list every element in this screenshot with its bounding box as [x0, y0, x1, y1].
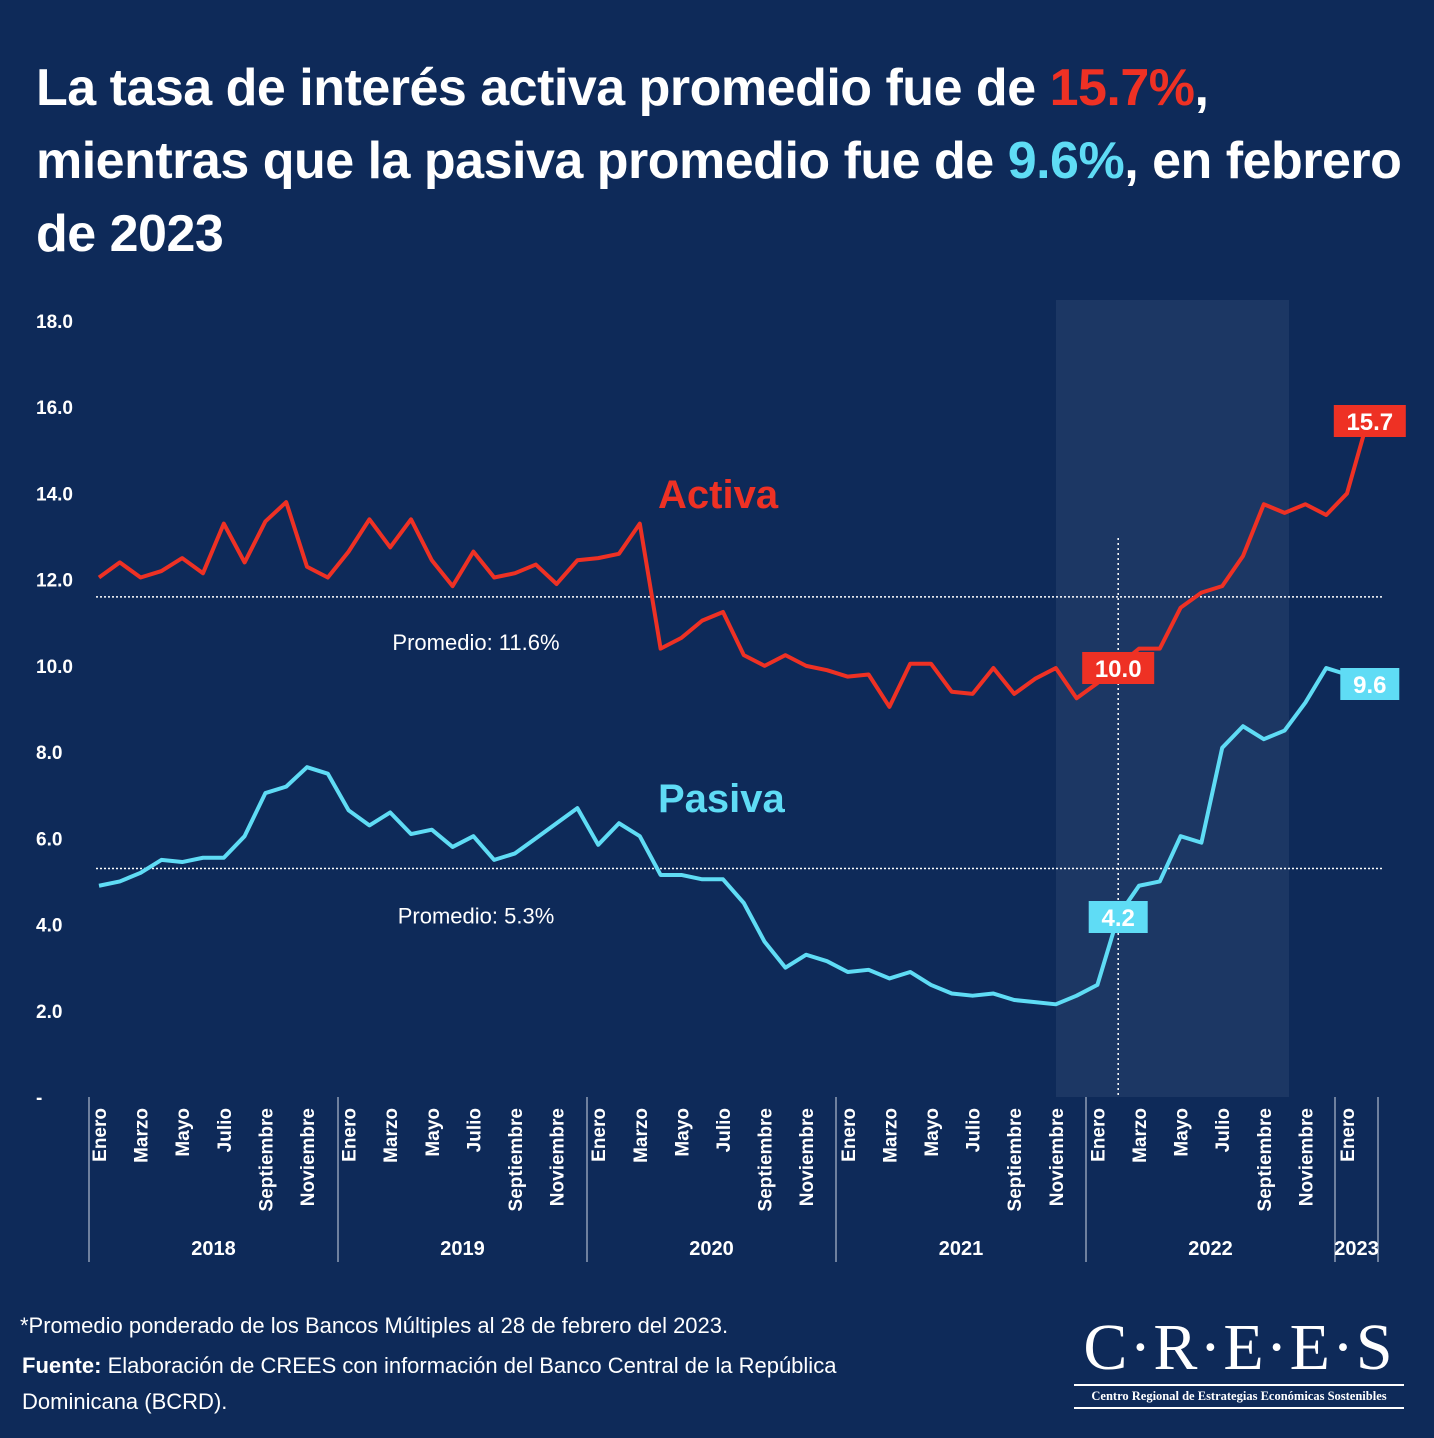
x-tick-label: Julio: [464, 1108, 485, 1152]
series-label: Activa: [658, 473, 779, 517]
x-tick-label: Julio: [714, 1108, 735, 1152]
footnote: *Promedio ponderado de los Bancos Múltip…: [20, 1313, 729, 1338]
y-tick-label: 18.0: [36, 312, 73, 333]
x-tick-label: Julio: [964, 1108, 985, 1152]
x-tick-label: Septiembre: [256, 1108, 277, 1211]
x-tick-label: Septiembre: [506, 1108, 527, 1211]
x-tick-label: Enero: [90, 1108, 111, 1162]
series-line-activa: [97, 419, 1370, 709]
y-tick-label: 4.0: [36, 916, 62, 937]
x-tick-label: Enero: [589, 1108, 610, 1162]
crees-logo: C·R·E·E·S Centro Regional de Estrategias…: [1074, 1312, 1404, 1409]
x-tick-label: Marzo: [1130, 1108, 1151, 1163]
activa-value: 15.7%: [1049, 59, 1195, 117]
x-tick-label: Julio: [1213, 1108, 1234, 1152]
x-tick-label: Enero: [340, 1108, 361, 1162]
x-tick-label: Mayo: [922, 1108, 943, 1157]
y-tick-label: 10.0: [36, 657, 73, 678]
data-label: 4.2: [1102, 905, 1135, 932]
year-label: 2021: [939, 1238, 984, 1260]
data-label: 10.0: [1095, 656, 1142, 683]
y-tick-label: 2.0: [36, 1002, 62, 1023]
x-tick-label: Marzo: [631, 1108, 652, 1163]
x-tick-label: Marzo: [132, 1108, 153, 1163]
average-label: Promedio: 5.3%: [398, 904, 555, 929]
x-tick-label: Noviembre: [548, 1108, 569, 1206]
x-tick-label: Septiembre: [1005, 1108, 1026, 1211]
x-tick-label: Mayo: [173, 1108, 194, 1157]
year-label: 2019: [440, 1238, 485, 1260]
x-tick-label: Noviembre: [797, 1108, 818, 1206]
data-label: 9.6: [1353, 672, 1386, 699]
x-tick-label: Mayo: [672, 1108, 693, 1157]
y-tick-label: 8.0: [36, 743, 62, 764]
pasiva-value: 9.6%: [1007, 132, 1125, 190]
line-chart: - 2.0 4.0 6.0 8.0 10.0 12.0 14.0 16.0 18.0 Enero Ma…: [36, 300, 1406, 1262]
series-line-pasiva: [98, 666, 1369, 1007]
logo-subtitle: Centro Regional de Estrategias Económica…: [1074, 1384, 1404, 1409]
x-tick-label: Mayo: [423, 1108, 444, 1157]
y-tick-label: 12.0: [36, 571, 73, 592]
average-label: Promedio: 11.6%: [392, 630, 559, 655]
data-label: 15.7: [1346, 409, 1393, 436]
logo-wordmark: C·R·E·E·S: [1083, 1311, 1395, 1384]
x-tick-label: Noviembre: [1296, 1108, 1317, 1206]
year-label: 2023: [1334, 1238, 1379, 1260]
y-tick-label: 6.0: [36, 829, 62, 850]
data-label-box: [1333, 405, 1406, 437]
chart-title: La tasa de interés activa promedio fue d…: [36, 59, 1402, 263]
year-label: 2018: [191, 1238, 236, 1260]
year-label: 2022: [1188, 1238, 1233, 1260]
series-label: Pasiva: [658, 777, 786, 821]
x-tick-label: Julio: [215, 1108, 236, 1152]
source-note: Fuente: Elaboración de CREES con informa…: [22, 1353, 837, 1414]
data-label-box: [1082, 652, 1155, 684]
highlight-band: [1056, 300, 1289, 1097]
x-tick-label: Marzo: [880, 1108, 901, 1163]
data-label-box: [1340, 668, 1400, 700]
x-tick-label: Enero: [1338, 1108, 1359, 1162]
y-tick-label: 16.0: [36, 398, 73, 419]
x-tick-label: Enero: [839, 1108, 860, 1162]
y-tick-label: 14.0: [36, 484, 73, 505]
y-tick-label: -: [36, 1088, 42, 1109]
x-tick-label: Septiembre: [1255, 1108, 1276, 1211]
x-tick-label: Mayo: [1172, 1108, 1193, 1157]
x-tick-label: Septiembre: [756, 1108, 777, 1211]
x-tick-label: Noviembre: [298, 1108, 319, 1206]
data-label-box: [1088, 901, 1148, 933]
x-tick-label: Enero: [1088, 1108, 1109, 1162]
x-tick-label: Marzo: [381, 1108, 402, 1163]
year-label: 2020: [689, 1238, 734, 1260]
x-tick-label: Noviembre: [1047, 1108, 1068, 1206]
